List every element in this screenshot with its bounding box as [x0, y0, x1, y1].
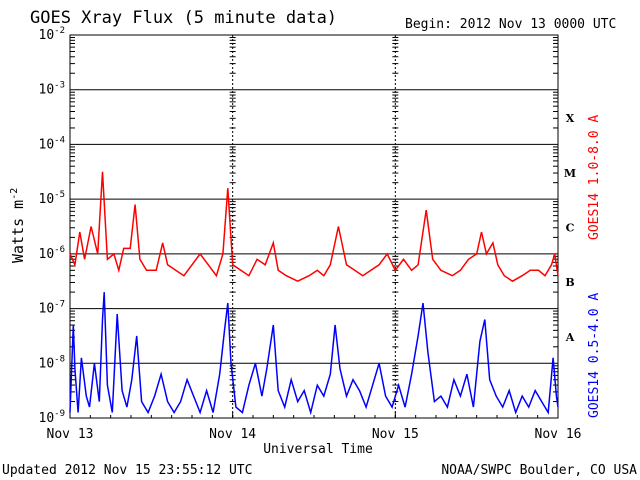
- source-credit: NOAA/SWPC Boulder, CO USA: [441, 463, 637, 478]
- y-tick-base: 10: [39, 83, 55, 98]
- y-axis-label-exponent: -2: [9, 188, 20, 200]
- flare-class-m: M: [564, 167, 576, 180]
- y-tick-base: 10: [39, 411, 55, 426]
- y-tick-label: 10-4: [39, 135, 66, 152]
- y-tick-base: 10: [39, 356, 55, 371]
- series-long-line: [69, 171, 559, 283]
- plot-frame: [69, 34, 559, 419]
- flare-class-c: C: [566, 222, 575, 235]
- minor-ticks: [69, 37, 559, 418]
- updated-timestamp: Updated 2012 Nov 15 23:55:12 UTC: [2, 463, 252, 478]
- y-tick-label: 10-3: [39, 81, 66, 98]
- y-tick-base: 10: [39, 192, 55, 207]
- y-tick-label: 10-5: [39, 190, 66, 207]
- begin-label: Begin: 2012 Nov 13 0000 UTC: [405, 17, 616, 32]
- y-tick-label: 10-2: [39, 26, 66, 43]
- x-axis-label: Universal Time: [263, 442, 373, 457]
- flare-class-x: X: [566, 112, 575, 125]
- flare-class-labels: A B C M X: [564, 112, 576, 344]
- y-tick-exponent: -7: [54, 300, 65, 310]
- y-tick-exponent: -9: [54, 409, 65, 419]
- series-short-line: [69, 292, 559, 416]
- y-tick-label: 10-9: [39, 409, 66, 426]
- legend-series-long: GOES14 1.0-8.0 A: [587, 115, 602, 240]
- legend-series-short: GOES14 0.5-4.0 A: [587, 293, 602, 418]
- y-tick-label: 10-7: [39, 300, 66, 317]
- y-tick-exponent: -2: [54, 26, 65, 36]
- y-tick-exponent: -8: [54, 354, 65, 364]
- flare-class-b: B: [565, 276, 574, 289]
- y-tick-exponent: -6: [54, 245, 65, 255]
- y-tick-exponent: -4: [54, 135, 65, 145]
- y-tick-base: 10: [39, 137, 55, 152]
- x-tick-label: Nov 15: [372, 427, 419, 442]
- x-tick-label: Nov 16: [535, 427, 582, 442]
- y-tick-base: 10: [39, 247, 55, 262]
- y-tick-exponent: -5: [54, 190, 65, 200]
- y-tick-label: 10-8: [39, 354, 66, 371]
- y-axis-label: Watts m-2: [9, 188, 27, 263]
- x-tick-label: Nov 14: [209, 427, 256, 442]
- y-tick-base: 10: [39, 302, 55, 317]
- chart-title: GOES Xray Flux (5 minute data): [30, 8, 337, 28]
- y-axis-label-base: Watts m: [9, 200, 27, 263]
- y-tick-labels: 10-910-810-710-610-510-410-310-2: [39, 26, 66, 426]
- x-tick-label: Nov 13: [47, 427, 94, 442]
- x-tick-labels: Nov 13 Nov 14 Nov 15 Nov 16: [47, 427, 582, 442]
- grid: [69, 35, 559, 418]
- y-tick-base: 10: [39, 28, 55, 43]
- y-tick-exponent: -3: [54, 81, 65, 91]
- flare-class-a: A: [565, 331, 575, 344]
- y-tick-label: 10-6: [39, 245, 66, 262]
- series-lines: [69, 171, 559, 416]
